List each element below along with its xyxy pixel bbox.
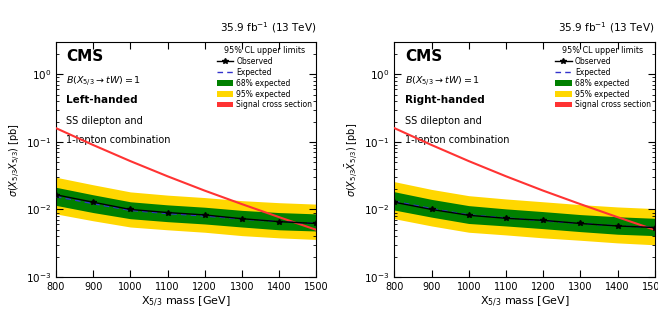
Text: Left-handed: Left-handed <box>66 95 138 105</box>
Text: $B(X_{5/3} \rightarrow tW) = 1$: $B(X_{5/3} \rightarrow tW) = 1$ <box>405 74 480 87</box>
Text: CMS: CMS <box>66 49 103 64</box>
X-axis label: X$_{5/3}$ mass [GeV]: X$_{5/3}$ mass [GeV] <box>480 295 569 309</box>
Y-axis label: $\sigma(X_{5/3}\bar{X}_{5/3})$ [pb]: $\sigma(X_{5/3}\bar{X}_{5/3})$ [pb] <box>344 122 361 197</box>
Y-axis label: $\sigma(X_{5/3}X_{5/3})$ [pb]: $\sigma(X_{5/3}X_{5/3})$ [pb] <box>8 122 23 197</box>
Legend: Observed, Expected, 68% expected, 95% expected, Signal cross section: Observed, Expected, 68% expected, 95% ex… <box>553 44 653 111</box>
Text: 1-lepton combination: 1-lepton combination <box>66 135 171 145</box>
Text: $B(X_{5/3} \rightarrow tW) = 1$: $B(X_{5/3} \rightarrow tW) = 1$ <box>66 74 141 87</box>
Text: 1-lepton combination: 1-lepton combination <box>405 135 509 145</box>
Legend: Observed, Expected, 68% expected, 95% expected, Signal cross section: Observed, Expected, 68% expected, 95% ex… <box>215 44 314 111</box>
Text: CMS: CMS <box>405 49 442 64</box>
Text: SS dilepton and: SS dilepton and <box>66 116 143 126</box>
Text: 35.9 fb$^{-1}$ (13 TeV): 35.9 fb$^{-1}$ (13 TeV) <box>558 20 655 35</box>
Text: 35.9 fb$^{-1}$ (13 TeV): 35.9 fb$^{-1}$ (13 TeV) <box>220 20 316 35</box>
Text: SS dilepton and: SS dilepton and <box>405 116 482 126</box>
Text: Right-handed: Right-handed <box>405 95 484 105</box>
X-axis label: X$_{5/3}$ mass [GeV]: X$_{5/3}$ mass [GeV] <box>141 295 231 309</box>
